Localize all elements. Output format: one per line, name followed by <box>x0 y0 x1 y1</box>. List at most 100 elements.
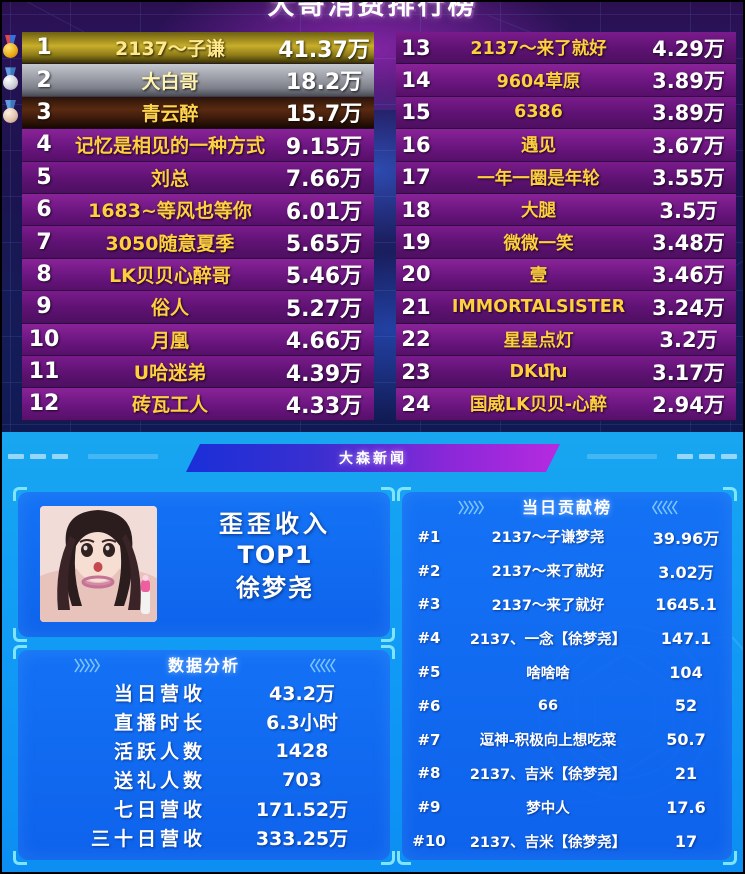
analysis-label: 送礼人数 <box>113 770 206 792</box>
ranking-row[interactable]: 20 壹 3.46万 <box>396 258 736 292</box>
ranking-column-left: 1 2137〜子谦 41.37万 2 大白哥 18.2万 3 青云醉 15.7万 4 记忆是相见的一… <box>3 32 374 421</box>
ranking-row[interactable]: 11 U哈迷弟 4.39万 <box>22 355 374 389</box>
ranking-row[interactable]: 9 俗人 5.27万 <box>22 291 374 324</box>
ranking-row[interactable]: 19 微微一笑 3.48万 <box>396 226 736 259</box>
chevron-left-icon: 〈〈〈〈〈 <box>302 659 336 675</box>
ranking-row[interactable]: 21 IMMORTALSISTER 3.24万 <box>396 291 736 324</box>
rank-amount: 3.46万 <box>652 263 725 288</box>
rank-amount: 3.67万 <box>652 133 725 158</box>
ranking-row[interactable]: 13 2137〜来了就好 4.29万 <box>396 32 736 65</box>
analysis-row: 送礼人数 703 <box>18 765 390 794</box>
ranking-row[interactable]: 5 刘总 7.66万 <box>22 161 374 194</box>
ranking-row[interactable]: 1 2137〜子谦 41.37万 <box>3 32 374 65</box>
rank-user-name: 俗人 <box>150 297 189 320</box>
contribution-row[interactable]: #6 66 52 <box>402 689 732 723</box>
contribution-amount: 1645.1 <box>655 594 717 614</box>
analysis-row: 直播时长 6.3小时 <box>18 707 390 736</box>
corner-bracket-icon <box>13 628 27 642</box>
contribution-user-name: 2137、一念【徐梦尧】 <box>469 631 627 648</box>
top1-line-1: 歪歪收入 <box>219 510 331 538</box>
rank-number: 24 <box>401 391 431 416</box>
rank-amount: 3.55万 <box>652 166 725 191</box>
rank-number: 12 <box>28 391 60 417</box>
rank-amount: 5.46万 <box>285 264 363 290</box>
rank-amount: 3.89万 <box>652 69 725 94</box>
rank-amount: 3.89万 <box>652 101 725 126</box>
analysis-value: 6.3小时 <box>266 712 338 734</box>
avatar-illustration <box>40 506 157 622</box>
ranking-row[interactable]: 17 一年一圈是年轮 3.55万 <box>396 161 736 194</box>
rank-number: 9 <box>36 294 52 320</box>
contribution-user-name: 2137〜来了就好 <box>491 597 605 614</box>
corner-bracket-icon <box>397 851 411 865</box>
contribution-row[interactable]: #3 2137〜来了就好 1645.1 <box>402 588 732 622</box>
contribution-row[interactable]: #1 2137〜子谦梦尧 39.96万 <box>402 520 732 554</box>
rank-user-name: 2137〜来了就好 <box>470 39 607 60</box>
ranking-row[interactable]: 6 1683~等风也等你 6.01万 <box>22 193 374 227</box>
rank-number: 22 <box>401 327 431 352</box>
contribution-user-name: 2137、吉米【徐梦尧】 <box>469 834 627 851</box>
ranking-row[interactable]: 16 遇见 3.67万 <box>396 129 736 162</box>
rank-number: 2 <box>36 67 52 93</box>
contribution-rows: #1 2137〜子谦梦尧 39.96万 #2 2137〜来了就好 3.02万 #3 2137〜… <box>402 520 732 858</box>
corner-bracket-icon <box>381 645 395 659</box>
contribution-row[interactable]: #8 2137、吉米【徐梦尧】 21 <box>402 757 732 791</box>
banner-dashes-right <box>557 454 737 460</box>
ranking-row[interactable]: 7 3050随意夏季 5.65万 <box>22 226 374 259</box>
ranking-row[interactable]: 22 星星点灯 3.2万 <box>396 323 736 356</box>
contribution-row[interactable]: #10 2137、吉米【徐梦尧】 17 <box>402 824 732 858</box>
ranking-row[interactable]: 3 青云醉 15.7万 <box>3 96 374 130</box>
rank-user-name: 青云醉 <box>141 102 199 125</box>
ranking-row[interactable]: 18 大腿 3.5万 <box>396 193 736 227</box>
contribution-user-name: 逗神-积极向上想吃菜 <box>479 733 617 750</box>
ranking-row[interactable]: 8 LK贝贝心醉哥 5.46万 <box>22 258 374 292</box>
contribution-amount: 21 <box>674 763 698 783</box>
banner-plate: 大森新闻 <box>186 444 560 472</box>
ranking-row[interactable]: 2 大白哥 18.2万 <box>3 64 374 97</box>
rank-user-name: 大白哥 <box>141 70 199 93</box>
ranking-row[interactable]: 14 9604草原 3.89万 <box>396 64 736 97</box>
contribution-row[interactable]: #7 逗神-积极向上想吃菜 50.7 <box>402 723 732 757</box>
analysis-row: 活跃人数 1428 <box>18 736 390 765</box>
contribution-row[interactable]: #4 2137、一念【徐梦尧】 147.1 <box>402 621 732 655</box>
rank-user-name: 2137〜子谦 <box>115 38 225 61</box>
rank-number: 5 <box>36 164 52 190</box>
rank-number: 17 <box>401 165 431 190</box>
rank-number: 18 <box>401 197 431 222</box>
ranking-row[interactable]: 15 6386 3.89万 <box>396 96 736 130</box>
ranking-row[interactable]: 10 月凰 4.66万 <box>22 323 374 356</box>
corner-bracket-icon <box>381 487 395 501</box>
contribution-title: 当日贡献榜 <box>521 498 612 517</box>
ranking-row[interactable]: 23 DKﬗ 3.17万 <box>396 355 736 389</box>
ranking-row[interactable]: 24 国威LK贝贝-心醉 2.94万 <box>396 388 736 421</box>
contribution-index: #10 <box>412 832 446 851</box>
rank-user-name: IMMORTALSISTER <box>451 296 626 317</box>
rank-user-name: 壹 <box>529 265 548 286</box>
contribution-index: #5 <box>417 663 441 682</box>
contribution-amount: 104 <box>669 662 703 682</box>
contribution-row[interactable]: #9 梦中人 17.6 <box>402 790 732 824</box>
rank-amount: 5.27万 <box>285 296 363 322</box>
ranking-row[interactable]: 4 记忆是相见的一种方式 9.15万 <box>22 129 374 162</box>
contribution-user-name: 2137、吉米【徐梦尧】 <box>469 766 627 783</box>
contribution-index: #1 <box>417 527 441 546</box>
data-analysis-card: 〉〉〉〉〉 数据分析 〈〈〈〈〈 当日营收 43.2万 直播时长 6.3小时 活跃人数 1… <box>13 645 395 865</box>
contribution-amount: 50.7 <box>666 730 706 750</box>
analysis-row: 当日营收 43.2万 <box>18 678 390 707</box>
ranking-row[interactable]: 12 砖瓦工人 4.33万 <box>22 388 374 421</box>
contribution-row[interactable]: #2 2137〜来了就好 3.02万 <box>402 554 732 588</box>
contribution-amount: 3.02万 <box>658 562 714 582</box>
analysis-row: 七日营收 171.52万 <box>18 794 390 823</box>
rank-amount: 41.37万 <box>278 37 370 63</box>
rank-amount: 18.2万 <box>285 70 363 96</box>
corner-bracket-icon <box>381 628 395 642</box>
rank-amount: 7.66万 <box>285 167 363 193</box>
rank-user-name: 星星点灯 <box>503 330 574 351</box>
contribution-index: #7 <box>417 730 441 749</box>
corner-bracket-icon <box>13 645 27 659</box>
contribution-index: #6 <box>417 696 441 715</box>
rank-user-name: 遇见 <box>521 136 556 157</box>
chevron-left-icon: 〈〈〈〈〈 <box>644 501 678 517</box>
contribution-row[interactable]: #5 啥啥啥 104 <box>402 655 732 689</box>
